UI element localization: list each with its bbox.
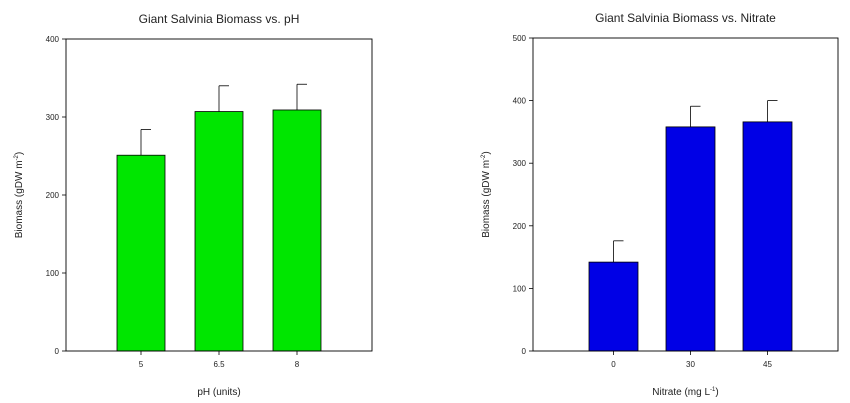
bar-0 <box>588 261 639 352</box>
y-tick-label: 300 <box>46 113 60 122</box>
y-tick-label: 100 <box>513 284 527 293</box>
bar-45 <box>742 121 793 352</box>
chart-1: 5 6.5 8 0 100 200 300 400 Giant Salvinia Biomass… <box>14 12 373 398</box>
bar-30 <box>665 126 716 352</box>
y-tick-label: 200 <box>46 191 60 200</box>
x-tick-label: 0 <box>611 360 616 369</box>
y-tick-label: 0 <box>522 347 527 356</box>
chart-2: 0 30 45 0 100 200 300 400 500 Giant Salvinia Biom… <box>481 11 839 398</box>
plot-frame <box>532 37 839 352</box>
y-tick-label: 400 <box>46 35 60 44</box>
y-tick-label: 500 <box>513 34 527 43</box>
bar-5 <box>116 154 166 352</box>
y-tick-label: 100 <box>46 269 60 278</box>
x-tick-label: 8 <box>295 360 300 369</box>
x-tick-label: 30 <box>686 360 695 369</box>
y-axis-label: Biomass (gDW m-2) <box>14 152 25 238</box>
bar-6.5 <box>194 111 244 352</box>
x-tick-label: 5 <box>139 360 144 369</box>
x-axis-label: pH (units) <box>197 387 240 398</box>
y-tick-label: 400 <box>513 97 527 106</box>
y-tick-label: 0 <box>55 347 60 356</box>
x-tick-label: 6.5 <box>213 360 225 369</box>
chart-title: Giant Salvinia Biomass vs. Nitrate <box>595 11 776 25</box>
x-tick-label: 45 <box>763 360 772 369</box>
y-tick-label: 200 <box>513 222 527 231</box>
x-axis-label: Nitrate (mg L-1) <box>652 387 718 398</box>
y-tick-label: 300 <box>513 159 527 168</box>
bar-8 <box>272 109 322 352</box>
y-axis-label: Biomass (gDW m-2) <box>481 151 492 237</box>
chart-title: Giant Salvinia Biomass vs. pH <box>139 12 300 26</box>
